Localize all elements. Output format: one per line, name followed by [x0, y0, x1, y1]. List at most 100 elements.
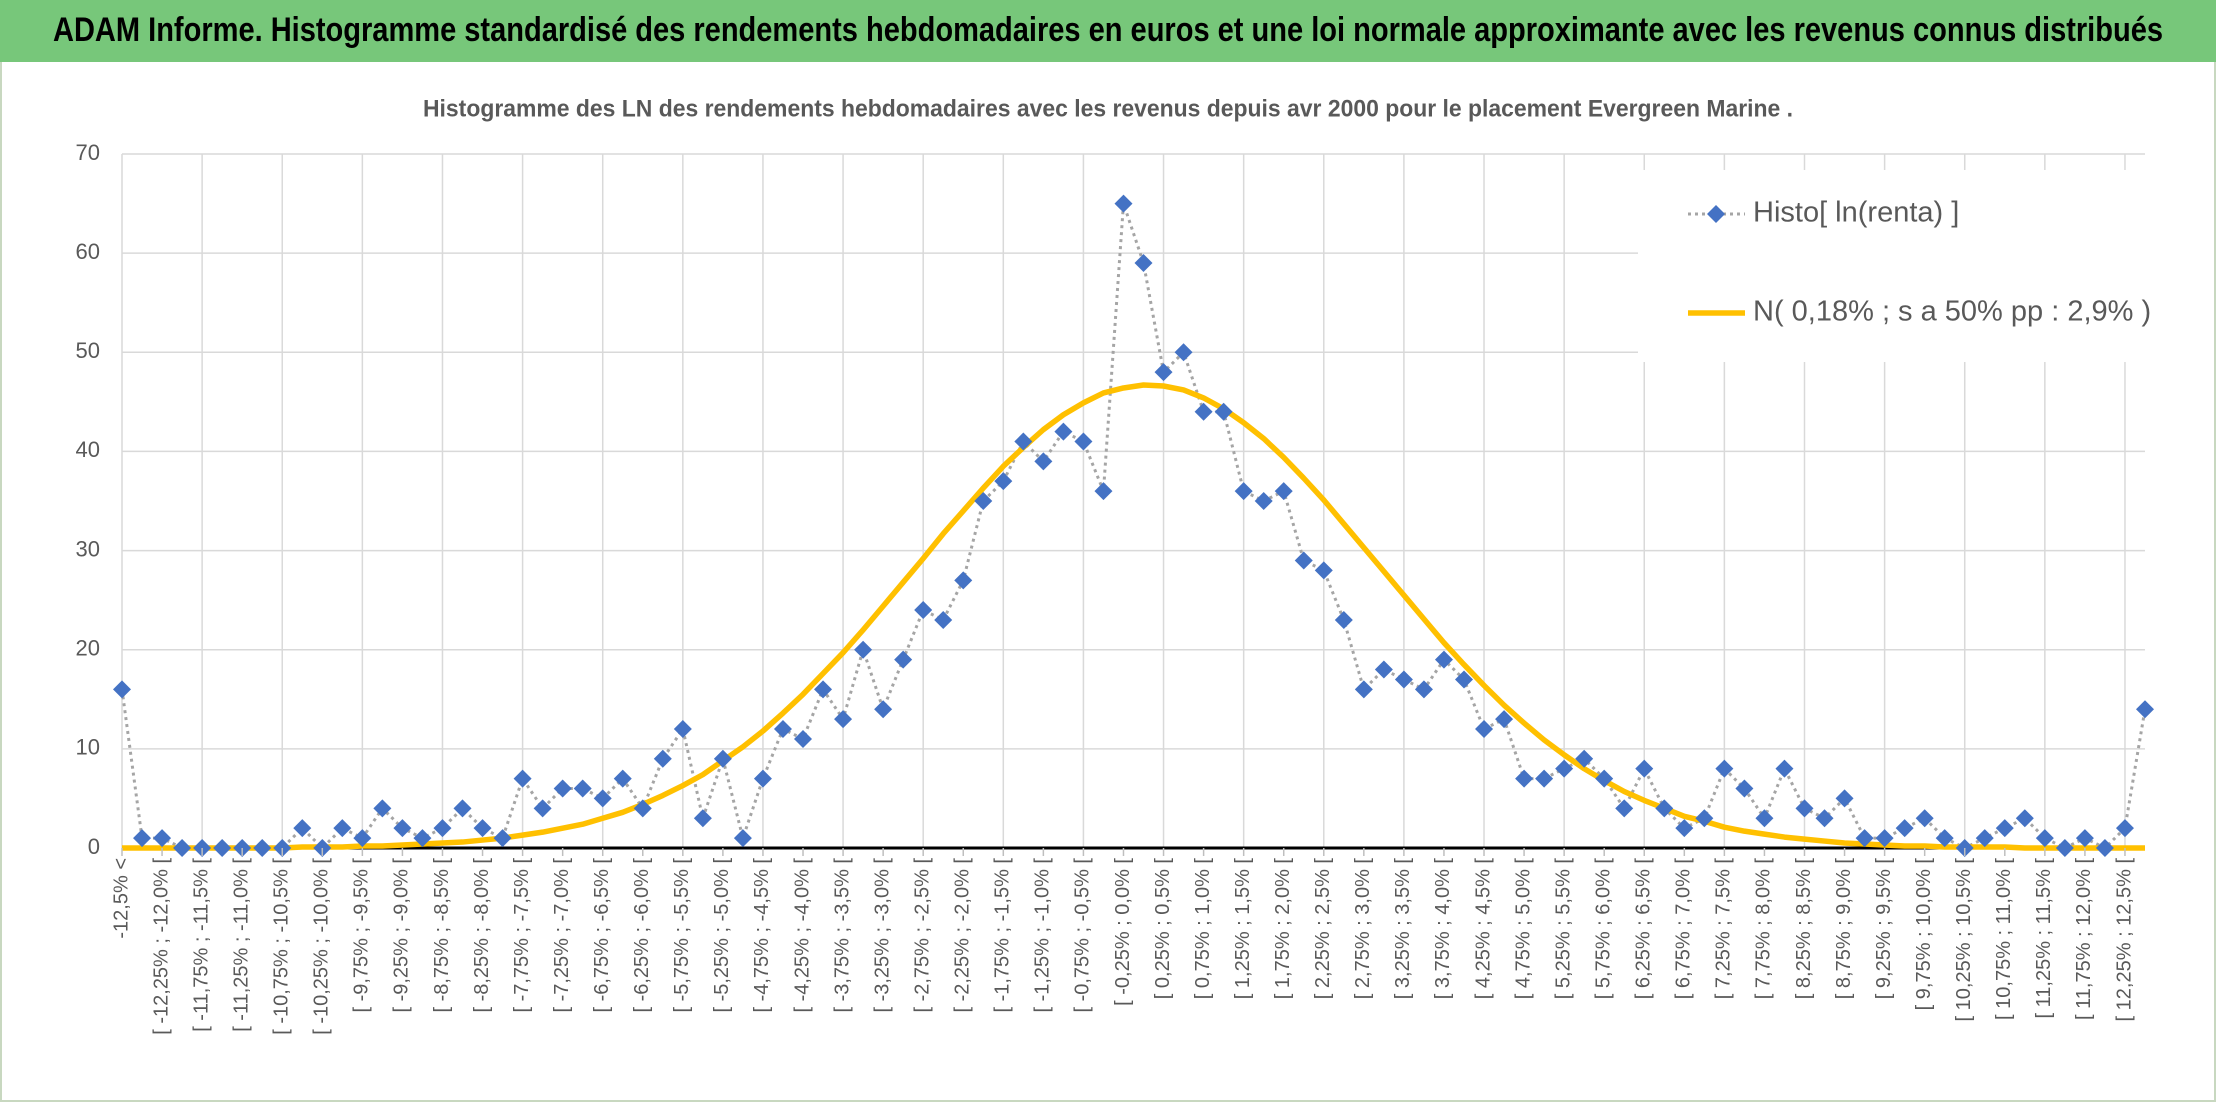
x-tick-label: [ -10,25% ; -10,0% [	[311, 858, 333, 1035]
marker	[333, 819, 352, 838]
marker	[533, 799, 552, 818]
marker	[874, 700, 893, 719]
marker	[1454, 670, 1473, 689]
marker	[1855, 829, 1874, 848]
x-tick-label: [ -4,25% ; -4,0% [	[791, 858, 813, 1013]
marker	[393, 819, 412, 838]
marker	[593, 789, 612, 808]
marker	[1915, 809, 1934, 828]
x-tick-label: [ 4,25% ; 4,5% [	[1472, 858, 1494, 1000]
x-tick-label: [ -8,25% ; -8,0% [	[471, 858, 493, 1013]
marker	[1595, 769, 1614, 788]
x-tick-label: [ -6,75% ; -6,5% [	[591, 858, 613, 1013]
x-tick-label: [ 0,75% ; 1,0% [	[1192, 858, 1214, 1000]
x-tick-label: [ 8,25% ; 8,5% [	[1793, 858, 1815, 1000]
marker	[1575, 749, 1594, 768]
x-tick-label: -12,5% <	[110, 858, 132, 939]
series-line-dotted	[120, 202, 2147, 850]
marker	[573, 779, 592, 798]
marker	[2055, 839, 2074, 857]
x-tick-label: [ -5,75% ; -5,5% [	[671, 858, 693, 1013]
y-tick-label: 0	[88, 834, 100, 859]
marker	[653, 749, 672, 768]
x-tick-label: [ -11,75% ; -11,5% [	[190, 858, 212, 1032]
marker	[1615, 799, 1634, 818]
x-tick-label: [ -1,25% ; -1,0% [	[1032, 858, 1054, 1013]
x-tick-label: [ -3,25% ; -3,0% [	[871, 858, 893, 1013]
marker	[1715, 759, 1734, 778]
x-tick-label: [ -9,75% ; -9,5% [	[351, 858, 373, 1013]
marker	[2035, 829, 2054, 848]
marker	[513, 769, 532, 788]
marker	[1374, 660, 1393, 679]
marker	[1515, 769, 1534, 788]
marker	[834, 710, 853, 729]
x-tick-label: [ 2,25% ; 2,5% [	[1312, 858, 1334, 1000]
marker	[1094, 482, 1113, 501]
marker	[453, 799, 472, 818]
marker	[934, 610, 953, 629]
x-tick-label: [ -10,75% ; -10,5% [	[271, 858, 293, 1035]
marker	[173, 839, 192, 857]
x-tick-label: [ -8,75% ; -8,5% [	[431, 858, 453, 1013]
marker	[1394, 670, 1413, 689]
marker	[473, 819, 492, 838]
marker	[1755, 809, 1774, 828]
x-tick-label: [ -0,25% ; 0,0% [	[1112, 858, 1134, 1006]
marker	[1354, 680, 1373, 699]
marker	[1014, 432, 1033, 451]
y-tick-label: 70	[76, 140, 100, 165]
marker	[1995, 819, 2014, 838]
marker	[773, 720, 792, 739]
x-tick-label: [ -3,75% ; -3,5% [	[831, 858, 853, 1013]
marker	[553, 779, 572, 798]
x-tick-label: [ 11,25% ; 11,5% [	[2033, 858, 2055, 1019]
marker	[613, 769, 632, 788]
marker	[353, 829, 372, 848]
x-tick-label: [ 10,25% ; 10,5% [	[1953, 858, 1975, 1022]
marker	[1875, 829, 1894, 848]
marker	[1134, 254, 1153, 273]
marker	[854, 640, 873, 659]
marker	[1114, 194, 1133, 213]
x-tick-label: [ 12,25% ; 12,5% [	[2113, 858, 2135, 1022]
x-tick-label: [ 7,25% ; 7,5% [	[1713, 858, 1735, 1000]
legend-label: Histo[ ln(renta) ]	[1753, 197, 1959, 229]
x-tick-label: [ -7,25% ; -7,0% [	[551, 858, 573, 1013]
chart-title: Histogramme des LN des rendements hebdom…	[423, 95, 1793, 122]
marker	[733, 829, 752, 848]
plot	[113, 194, 2154, 857]
marker	[1655, 799, 1674, 818]
marker	[293, 819, 312, 838]
x-tick-label: [ -2,75% ; -2,5% [	[911, 858, 933, 1013]
legend-label: N( 0,18% ; s a 50% pp : 2,9% )	[1753, 296, 2151, 328]
x-axis: -12,5% < [ -12,25% ; -12,0% [[ -11,75% ; …	[110, 848, 2135, 1035]
marker	[673, 720, 692, 739]
marker	[994, 472, 1013, 491]
x-tick-label: [ -9,25% ; -9,0% [	[391, 858, 413, 1013]
marker	[1334, 610, 1353, 629]
marker	[1555, 759, 1574, 778]
marker	[2075, 829, 2094, 848]
x-tick-label: [ 6,25% ; 6,5% [	[1633, 858, 1655, 1000]
x-tick-label: [ 2,75% ; 3,0% [	[1352, 858, 1374, 1000]
marker	[1695, 809, 1714, 828]
marker	[1254, 492, 1273, 510]
marker	[1815, 809, 1834, 828]
x-tick-label: [ -5,25% ; -5,0% [	[711, 858, 733, 1013]
marker	[2136, 700, 2154, 719]
marker	[1675, 819, 1694, 838]
marker	[1054, 422, 1073, 441]
x-tick-label: [ -0,75% ; -0,5% [	[1072, 858, 1094, 1013]
header-bar	[0, 0, 2216, 62]
marker	[794, 729, 813, 748]
x-tick-label: [ 8,75% ; 9,0% [	[1833, 858, 1855, 1000]
y-tick-label: 30	[76, 536, 100, 561]
marker	[1034, 452, 1053, 471]
legend-marker	[1707, 205, 1725, 223]
marker	[2015, 809, 2034, 828]
marker	[113, 680, 131, 699]
x-tick-label: [ 5,25% ; 5,5% [	[1552, 858, 1574, 1000]
marker	[693, 809, 712, 828]
